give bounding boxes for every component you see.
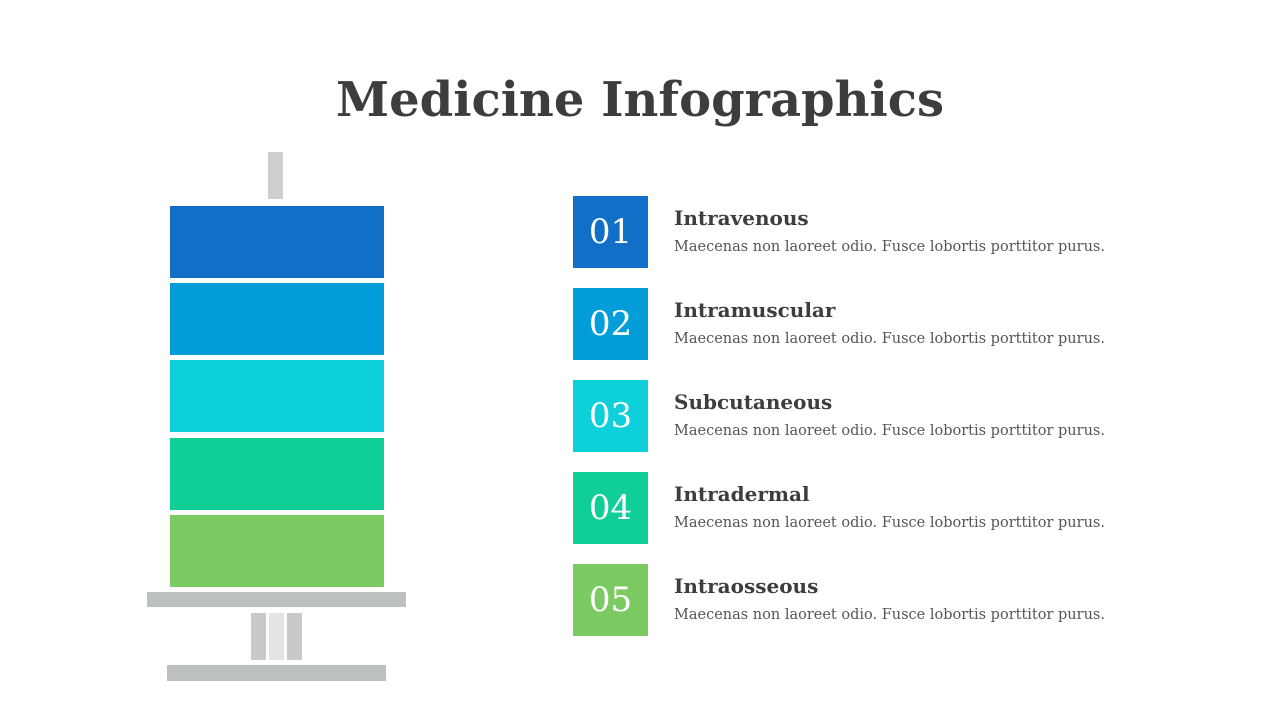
list-item-3: 03 Subcutaneous Maecenas non laoreet odi… xyxy=(573,380,1193,452)
item-title-4: Intradermal xyxy=(674,482,810,506)
syringe-plunger-rod-left xyxy=(251,613,266,660)
item-description-1: Maecenas non laoreet odio. Fusce loborti… xyxy=(674,239,1105,255)
list-item-2: 02 Intramuscular Maecenas non laoreet od… xyxy=(573,288,1193,360)
item-description-5: Maecenas non laoreet odio. Fusce loborti… xyxy=(674,607,1105,623)
syringe-segment-5 xyxy=(170,515,384,587)
number-badge-5: 05 xyxy=(573,564,648,636)
item-description-3: Maecenas non laoreet odio. Fusce loborti… xyxy=(674,423,1105,439)
syringe-plunger-base xyxy=(167,665,386,681)
item-title-3: Subcutaneous xyxy=(674,390,833,414)
syringe-segment-1 xyxy=(170,206,384,278)
list-item-5: 05 Intraosseous Maecenas non laoreet odi… xyxy=(573,564,1193,636)
syringe-segment-4 xyxy=(170,438,384,510)
item-description-2: Maecenas non laoreet odio. Fusce loborti… xyxy=(674,331,1105,347)
page-title: Medicine Infographics xyxy=(336,72,944,128)
item-title-1: Intravenous xyxy=(674,206,809,230)
number-badge-3: 03 xyxy=(573,380,648,452)
syringe-plunger-rod-middle xyxy=(269,613,284,660)
item-description-4: Maecenas non laoreet odio. Fusce loborti… xyxy=(674,515,1105,531)
list-item-4: 04 Intradermal Maecenas non laoreet odio… xyxy=(573,472,1193,544)
number-badge-2: 02 xyxy=(573,288,648,360)
list-item-1: 01 Intravenous Maecenas non laoreet odio… xyxy=(573,196,1193,268)
syringe-segment-3 xyxy=(170,360,384,432)
syringe-plunger-rod-right xyxy=(287,613,302,660)
syringe-flange xyxy=(147,592,406,607)
number-badge-1: 01 xyxy=(573,196,648,268)
syringe-segment-2 xyxy=(170,283,384,355)
item-title-2: Intramuscular xyxy=(674,298,836,322)
number-badge-4: 04 xyxy=(573,472,648,544)
syringe-needle xyxy=(268,152,283,199)
item-title-5: Intraosseous xyxy=(674,574,819,598)
